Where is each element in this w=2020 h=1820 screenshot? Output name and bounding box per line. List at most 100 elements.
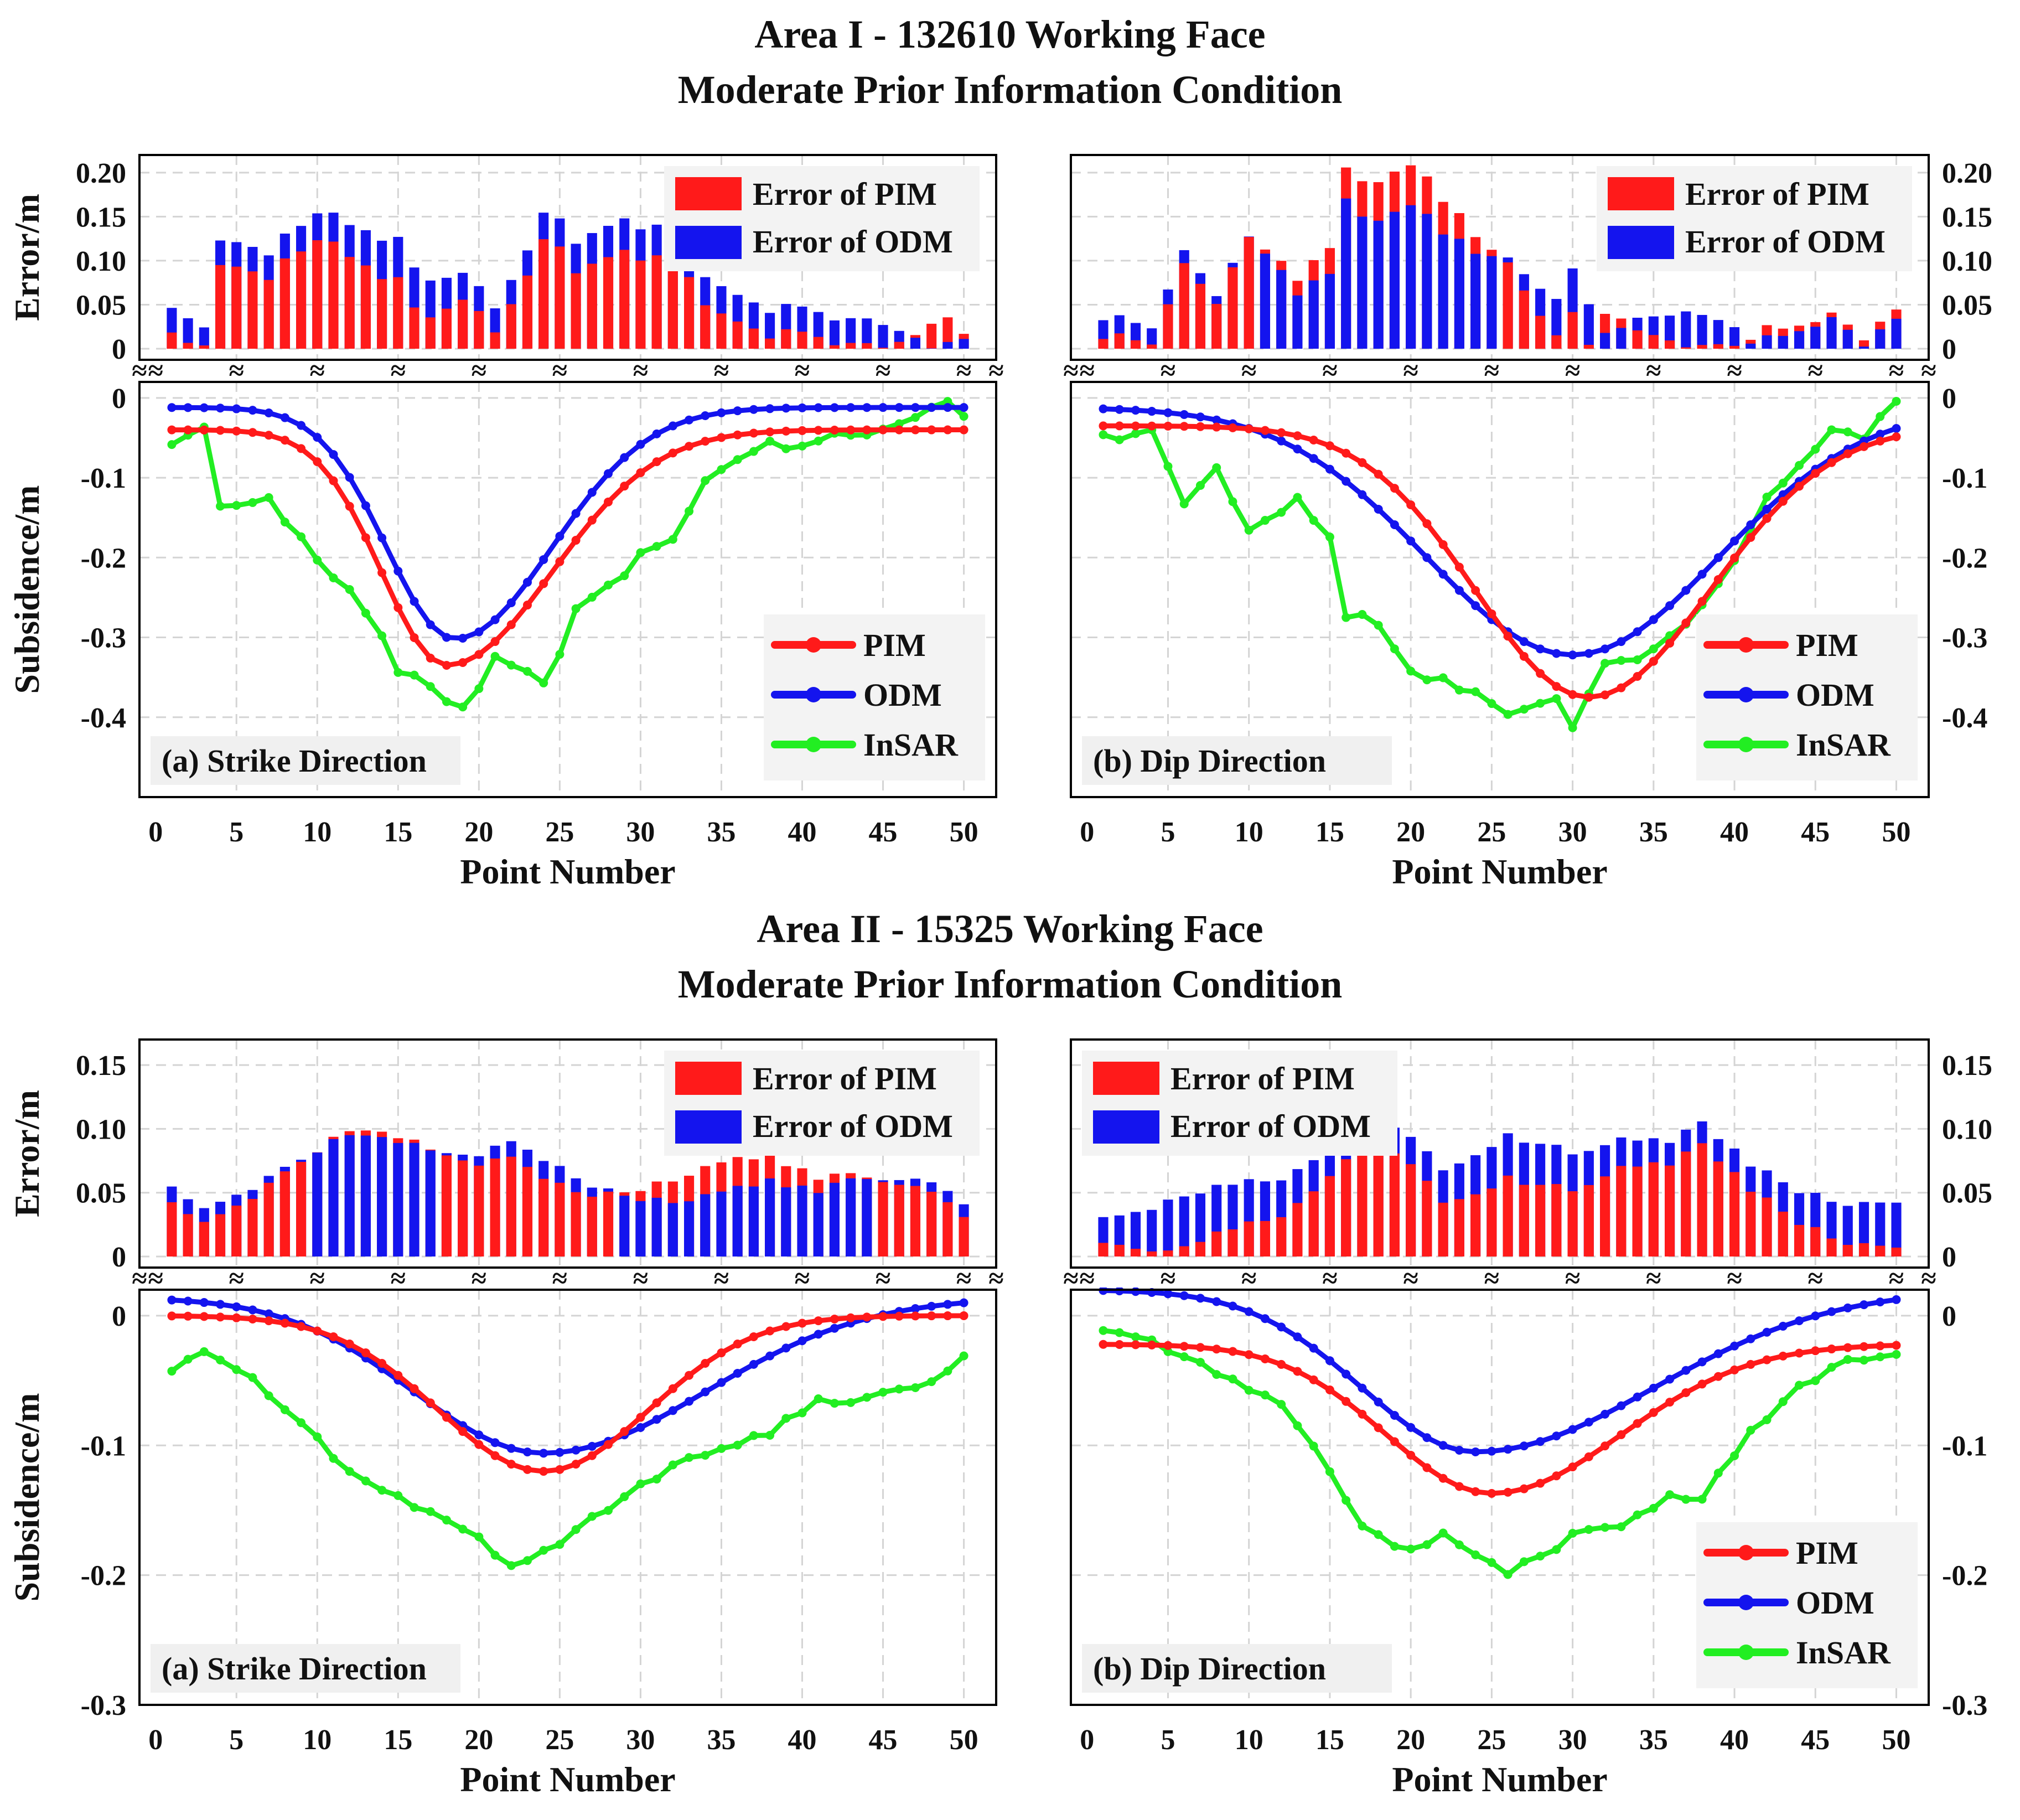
insar-point bbox=[668, 535, 677, 544]
axis-break-mark: ≈ bbox=[988, 355, 1003, 386]
insar-point bbox=[1293, 493, 1302, 502]
legend-marker-insar bbox=[1738, 737, 1754, 752]
error-axes-frame bbox=[1070, 1038, 1930, 1269]
pim-point bbox=[555, 1465, 564, 1474]
error-bar bbox=[587, 263, 597, 349]
error-bar bbox=[1130, 340, 1141, 349]
legend-insar: InSAR bbox=[1796, 727, 1891, 763]
axis-break-gap bbox=[1065, 1270, 1934, 1288]
insar-point bbox=[765, 1430, 775, 1440]
error-bar bbox=[878, 1182, 888, 1257]
insar-point bbox=[1762, 1415, 1772, 1424]
insar-point bbox=[1827, 1363, 1836, 1372]
error-bar bbox=[829, 320, 840, 349]
insar-point bbox=[248, 498, 257, 507]
insar-point bbox=[1244, 1385, 1254, 1395]
error-bar bbox=[894, 342, 904, 349]
pim-point bbox=[1163, 1341, 1173, 1350]
axis-break-mark: ≈ bbox=[1565, 355, 1580, 386]
insar-point bbox=[1649, 1503, 1658, 1513]
insar-point bbox=[1374, 621, 1383, 630]
error-bar bbox=[942, 342, 953, 349]
x-tick-label: 35 bbox=[1639, 1724, 1668, 1756]
error-bar bbox=[1551, 335, 1562, 349]
insar-point bbox=[1163, 1347, 1173, 1356]
odm-point bbox=[1860, 1300, 1869, 1310]
pim-point bbox=[1860, 442, 1869, 451]
insar-point bbox=[1617, 1522, 1626, 1532]
error-bar bbox=[571, 273, 581, 349]
error-bar bbox=[765, 1178, 775, 1257]
area2-title-line1: Area II - 15325 Working Face bbox=[757, 907, 1263, 951]
insar-point bbox=[393, 1491, 403, 1500]
pim-point bbox=[522, 1465, 532, 1474]
insar-point bbox=[490, 652, 500, 661]
insar-point bbox=[1649, 644, 1658, 654]
insar-point bbox=[701, 476, 710, 485]
pim-point bbox=[846, 1313, 856, 1322]
error-bar bbox=[1147, 1251, 1157, 1257]
error-bar bbox=[1227, 1229, 1238, 1257]
error-bar bbox=[247, 1199, 258, 1257]
insar-point bbox=[1374, 1530, 1383, 1539]
error-bar bbox=[1373, 1151, 1384, 1257]
pim-point bbox=[1746, 532, 1755, 542]
pim-point bbox=[1406, 1450, 1416, 1460]
insar-point bbox=[539, 1545, 548, 1555]
odm-point bbox=[1876, 430, 1885, 439]
legend-pim: PIM bbox=[1796, 1535, 1858, 1571]
legend-error-pim: Error of PIM bbox=[753, 176, 937, 212]
odm-point bbox=[1730, 536, 1739, 546]
error-bar bbox=[1324, 273, 1335, 349]
insar-point bbox=[426, 1507, 435, 1516]
error-bar bbox=[522, 1167, 533, 1257]
pim-point bbox=[733, 1340, 742, 1349]
x-tick-label: 40 bbox=[788, 1724, 817, 1756]
x-tick-label: 40 bbox=[788, 816, 817, 848]
pim-point bbox=[1552, 1471, 1561, 1481]
error-bar bbox=[571, 1192, 581, 1257]
pim-point bbox=[1762, 514, 1772, 523]
error-bar bbox=[1422, 214, 1432, 349]
insar-point bbox=[539, 678, 548, 687]
error-bar bbox=[829, 1182, 840, 1257]
axis-break-mark: ≈ bbox=[1889, 1263, 1904, 1294]
pim-point bbox=[894, 425, 904, 435]
error-bar bbox=[1179, 1246, 1189, 1257]
insar-point bbox=[814, 436, 823, 446]
error-bar bbox=[1276, 270, 1287, 349]
odm-point bbox=[1115, 1286, 1124, 1296]
legend-error-odm: Error of ODM bbox=[753, 1108, 953, 1144]
axis-break-mark: ≈ bbox=[1322, 355, 1337, 386]
odm-point bbox=[1438, 570, 1448, 579]
pim-point bbox=[1519, 1484, 1529, 1493]
pim-point bbox=[830, 1314, 839, 1323]
error-bar bbox=[393, 1142, 403, 1257]
odm-point bbox=[571, 509, 581, 518]
error-bar bbox=[215, 1214, 226, 1257]
error-bar bbox=[1665, 340, 1675, 349]
axis-break-mark: ≈ bbox=[988, 1263, 1003, 1294]
insar-point bbox=[1487, 699, 1496, 709]
pim-point bbox=[1342, 1397, 1351, 1406]
odm-point bbox=[1503, 1445, 1513, 1454]
error-tick-label: 0.10 bbox=[76, 246, 126, 277]
insar-point bbox=[1601, 1523, 1610, 1532]
subsidence-tick-label: -0.3 bbox=[81, 623, 126, 654]
pim-point bbox=[749, 428, 758, 438]
error-bar bbox=[490, 332, 500, 349]
subsidence-tick-label: -0.1 bbox=[81, 463, 126, 494]
axis-break-mark: ≈ bbox=[1808, 1263, 1823, 1294]
insar-point bbox=[587, 592, 597, 602]
odm-point bbox=[1277, 1322, 1286, 1332]
x-tick-label: 50 bbox=[1882, 816, 1911, 848]
pim-point bbox=[862, 425, 872, 435]
error-bar bbox=[199, 1222, 209, 1257]
insar-point bbox=[1811, 444, 1820, 454]
error-axis-label: Error/m bbox=[7, 1090, 46, 1217]
x-tick-label: 45 bbox=[869, 1724, 898, 1756]
pim-point bbox=[1277, 428, 1286, 437]
odm-point bbox=[749, 1359, 758, 1369]
insar-point bbox=[1633, 655, 1642, 664]
error-bar bbox=[1762, 335, 1772, 349]
